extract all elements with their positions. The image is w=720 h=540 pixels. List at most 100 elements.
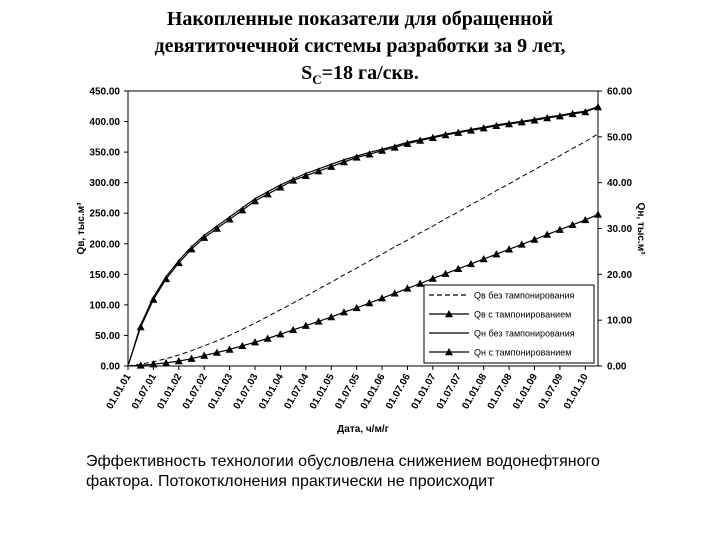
legend-label: Qн с тампонированием bbox=[474, 348, 571, 358]
series-2-marker bbox=[594, 210, 602, 218]
series-4-marker bbox=[466, 126, 475, 134]
series-4-marker bbox=[543, 114, 552, 122]
series-2-marker bbox=[505, 245, 514, 253]
series-2-marker bbox=[416, 279, 425, 287]
series-2-marker bbox=[517, 240, 526, 248]
series-4-marker bbox=[301, 171, 310, 179]
right-y-tick-label: 60.00 bbox=[607, 87, 632, 98]
series-4-marker bbox=[428, 133, 437, 141]
series-2-marker bbox=[454, 264, 463, 273]
series-4-marker bbox=[441, 131, 450, 139]
series-2-marker bbox=[378, 294, 387, 302]
series-2-marker bbox=[174, 357, 183, 365]
series-2-marker bbox=[225, 345, 234, 353]
series-2-marker bbox=[289, 325, 298, 334]
series-2-marker bbox=[555, 225, 564, 233]
series-2-marker bbox=[212, 348, 221, 356]
series-line-3 bbox=[127, 106, 599, 367]
series-4-marker bbox=[136, 323, 145, 331]
left-y-axis-label: Qв, тыс.м³ bbox=[76, 202, 87, 255]
series-line-1 bbox=[127, 133, 599, 367]
series-2-marker bbox=[530, 235, 539, 243]
series-2-marker bbox=[492, 250, 501, 258]
series-4-marker bbox=[454, 128, 463, 136]
series-4-marker bbox=[530, 116, 539, 124]
legend-label: Qв без тампонирования bbox=[474, 291, 575, 301]
right-y-tick-label: 50.00 bbox=[607, 132, 632, 143]
legend-label: Qн без тампонирования bbox=[474, 329, 575, 339]
series-4-marker bbox=[594, 103, 602, 111]
left-y-tick-label: 200.00 bbox=[89, 239, 120, 250]
left-y-tick-label: 450.00 bbox=[89, 87, 120, 98]
series-4-marker bbox=[327, 162, 336, 170]
series-2-marker bbox=[365, 299, 374, 307]
right-y-tick-label: 20.00 bbox=[607, 270, 632, 281]
series-4-marker bbox=[200, 233, 209, 241]
legend-swatch-marker bbox=[445, 310, 453, 318]
right-y-tick-label: 10.00 bbox=[607, 316, 632, 327]
left-y-tick-label: 400.00 bbox=[89, 117, 120, 128]
left-y-tick-label: 0.00 bbox=[101, 362, 121, 373]
left-y-tick-label: 300.00 bbox=[89, 178, 120, 189]
x-axis-label: Дата, ч/м/г bbox=[337, 424, 389, 435]
series-2-marker bbox=[263, 334, 272, 342]
series-2-marker bbox=[314, 317, 323, 325]
series-4-marker bbox=[365, 150, 374, 158]
legend-box bbox=[423, 284, 595, 364]
series-4-marker bbox=[212, 224, 221, 232]
series-4-marker bbox=[162, 274, 171, 283]
series-4-marker bbox=[568, 109, 577, 118]
series-4-marker bbox=[187, 245, 196, 253]
title-subscript-c: C bbox=[312, 72, 322, 87]
legend-swatch-marker bbox=[445, 348, 453, 356]
series-2-marker bbox=[276, 330, 285, 338]
series-4-marker bbox=[251, 197, 260, 205]
left-y-tick-label: 350.00 bbox=[89, 148, 120, 159]
title-s: S bbox=[301, 62, 313, 84]
left-y-tick-label: 250.00 bbox=[89, 209, 120, 220]
series-4-marker bbox=[263, 190, 272, 198]
series-2-marker bbox=[479, 255, 488, 263]
chart-title: Накопленные показатели для обращенной де… bbox=[90, 6, 630, 93]
series-4-marker bbox=[276, 183, 285, 191]
series-2-marker bbox=[441, 269, 450, 277]
series-2-marker bbox=[581, 215, 590, 224]
series-2-marker bbox=[251, 338, 260, 346]
right-y-tick-label: 0.00 bbox=[607, 362, 627, 373]
title-line-2: девятиточечной системы разработки за 9 л… bbox=[154, 35, 566, 57]
left-y-tick-label: 100.00 bbox=[89, 300, 120, 311]
series-4-marker bbox=[390, 143, 399, 151]
series-2-marker bbox=[136, 361, 145, 369]
legend-label: Qв с тампонированием bbox=[474, 310, 571, 320]
series-4-marker bbox=[314, 167, 323, 175]
series-2-marker bbox=[352, 303, 361, 312]
series-4-marker bbox=[479, 124, 488, 132]
series-4-marker bbox=[555, 112, 564, 120]
series-2-marker bbox=[187, 354, 196, 362]
series-2-marker bbox=[466, 259, 475, 268]
series-2-marker bbox=[543, 230, 552, 238]
left-y-tick-label: 150.00 bbox=[89, 270, 120, 281]
right-y-tick-label: 30.00 bbox=[607, 224, 632, 235]
series-4-marker bbox=[352, 153, 361, 161]
series-2-marker bbox=[301, 321, 310, 329]
series-2-marker bbox=[390, 289, 399, 297]
right-y-axis-label: Qн, тыс.м³ bbox=[635, 203, 646, 256]
title-suffix: =18 га/скв. bbox=[321, 62, 419, 84]
slide-caption: Эффективность технологии обусловлена сни… bbox=[86, 453, 600, 490]
series-4-marker bbox=[492, 121, 501, 130]
series-2-marker bbox=[238, 341, 247, 350]
series-4-marker bbox=[149, 295, 158, 303]
series-4-marker bbox=[505, 120, 514, 128]
series-2-marker bbox=[568, 220, 577, 229]
right-y-tick-label: 40.00 bbox=[607, 178, 632, 189]
series-4-marker bbox=[289, 176, 298, 184]
series-2-marker bbox=[162, 358, 171, 367]
series-2-marker bbox=[403, 284, 412, 292]
x-tick-label: 01.01.10 bbox=[562, 372, 591, 412]
series-4-marker bbox=[517, 118, 526, 126]
series-4-marker bbox=[581, 108, 590, 116]
title-line-3: SC=18 га/скв. bbox=[90, 60, 630, 93]
series-4-marker bbox=[416, 136, 425, 144]
